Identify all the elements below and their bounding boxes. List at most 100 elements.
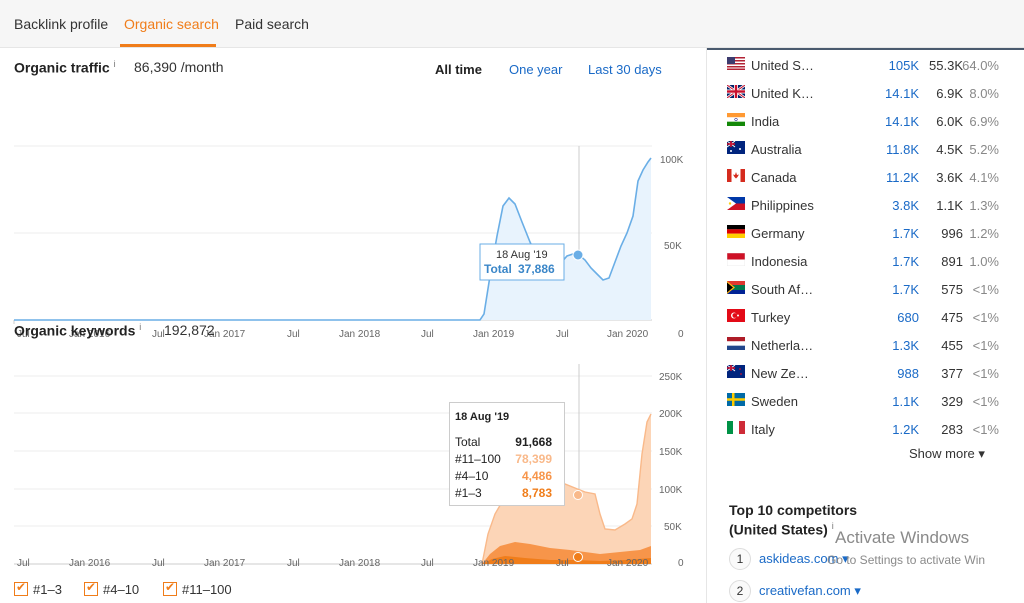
x-tick: Jan 2019 bbox=[473, 329, 515, 340]
country-name: Indonesia bbox=[751, 254, 808, 269]
tooltip-row-label: #11–100 bbox=[455, 452, 501, 466]
checkbox-top-1-3[interactable]: #1–3 bbox=[14, 580, 62, 597]
keywords-area-11-100 bbox=[14, 414, 651, 564]
flag-id-icon bbox=[727, 253, 745, 266]
range-last-30-days[interactable]: Last 30 days bbox=[588, 62, 662, 77]
tooltip-row-label: #1–3 bbox=[455, 486, 482, 500]
tooltip-row-value: 8,783 bbox=[521, 486, 552, 500]
country-traffic[interactable]: 988 bbox=[897, 366, 919, 381]
country-keywords: 55.3K bbox=[929, 58, 963, 73]
country-row[interactable]: United S… 105K 55.3K 64.0% bbox=[723, 50, 1013, 78]
country-traffic[interactable]: 14.1K bbox=[885, 86, 919, 101]
x-tick: Jan 2019 bbox=[473, 558, 515, 569]
country-keywords: 891 bbox=[941, 254, 963, 269]
country-traffic[interactable]: 680 bbox=[897, 310, 919, 325]
tooltip-date: 18 Aug '19 bbox=[496, 249, 548, 261]
flag-us-icon bbox=[727, 57, 745, 70]
country-row[interactable]: Germany 1.7K 996 1.2% bbox=[723, 218, 1013, 246]
keywords-y-ticks: 250K 200K 150K 100K 50K 0 bbox=[659, 372, 683, 533]
country-name: Italy bbox=[751, 422, 775, 437]
x-tick: Jul bbox=[421, 329, 434, 340]
tab-paid-search[interactable]: Paid search bbox=[235, 16, 309, 32]
country-traffic[interactable]: 14.1K bbox=[885, 114, 919, 129]
y-tick-100k: 100K bbox=[660, 155, 684, 166]
x-tick: Jan 2018 bbox=[339, 558, 381, 569]
keywords-tooltip: 18 Aug '19 Total 91,668 #11–100 78,399 #… bbox=[449, 402, 565, 506]
competitor-item[interactable]: 1 askideas.com ▾ bbox=[729, 548, 849, 570]
tab-organic-search[interactable]: Organic search bbox=[124, 16, 219, 32]
x-tick: Jan 2017 bbox=[204, 558, 246, 569]
checkbox-icon[interactable] bbox=[14, 580, 28, 596]
x-tick: Jan 2020 bbox=[607, 329, 649, 340]
y-tick-50k: 50K bbox=[664, 522, 682, 533]
tooltip-row-label: #4–10 bbox=[455, 469, 489, 483]
country-share: 1.3% bbox=[969, 198, 999, 213]
country-row[interactable]: United K… 14.1K 6.9K 8.0% bbox=[723, 78, 1013, 106]
y-tick-50k: 50K bbox=[664, 241, 682, 252]
country-traffic[interactable]: 105K bbox=[888, 58, 919, 73]
competitor-link[interactable]: creativefan.com ▾ bbox=[759, 583, 861, 598]
country-traffic[interactable]: 1.7K bbox=[892, 282, 919, 297]
country-keywords: 996 bbox=[941, 226, 963, 241]
country-row[interactable]: New Ze… 988 377 <1% bbox=[723, 358, 1013, 386]
country-traffic[interactable]: 1.7K bbox=[892, 254, 919, 269]
competitor-item[interactable]: 2 creativefan.com ▾ bbox=[729, 580, 861, 602]
country-share: <1% bbox=[972, 282, 999, 297]
flag-au-icon bbox=[727, 141, 745, 154]
country-share: 64.0% bbox=[962, 58, 999, 73]
info-icon[interactable]: i bbox=[831, 521, 834, 531]
checkbox-top-11-100[interactable]: #11–100 bbox=[163, 580, 232, 597]
info-icon[interactable]: i bbox=[139, 322, 142, 332]
country-row[interactable]: Italy 1.2K 283 <1% bbox=[723, 414, 1013, 442]
country-row[interactable]: Turkey 680 475 <1% bbox=[723, 302, 1013, 330]
country-traffic[interactable]: 11.2K bbox=[885, 170, 919, 185]
country-traffic[interactable]: 3.8K bbox=[892, 198, 919, 213]
country-row[interactable]: India 14.1K 6.0K 6.9% bbox=[723, 106, 1013, 134]
keywords-marker bbox=[573, 490, 583, 500]
country-traffic[interactable]: 1.7K bbox=[892, 226, 919, 241]
country-name: Australia bbox=[751, 142, 802, 157]
country-keywords: 575 bbox=[941, 282, 963, 297]
x-tick: Jan 2017 bbox=[204, 329, 246, 340]
country-name: South Af… bbox=[751, 282, 814, 297]
traffic-y-ticks: 100K 50K 0 bbox=[660, 155, 684, 340]
x-tick: Jan 2018 bbox=[339, 329, 381, 340]
country-row[interactable]: South Af… 1.7K 575 <1% bbox=[723, 274, 1013, 302]
flag-uk-icon bbox=[727, 85, 745, 98]
competitors-title-line2: (United States) bbox=[729, 521, 828, 538]
info-icon[interactable]: i bbox=[113, 59, 116, 69]
checkbox-top-4-10[interactable]: #4–10 bbox=[84, 580, 140, 597]
show-more-button[interactable]: Show more ▾ bbox=[909, 446, 985, 461]
flag-se-icon bbox=[727, 393, 745, 406]
panel-divider bbox=[707, 48, 1024, 50]
organic-traffic-chart: 100K 50K 0 Jul Jan 2016 Jul Jan 2017 Jul… bbox=[13, 145, 684, 340]
country-row[interactable]: Australia 11.8K 4.5K 5.2% bbox=[723, 134, 1013, 162]
country-row[interactable]: Netherla… 1.3K 455 <1% bbox=[723, 330, 1013, 358]
traffic-marker bbox=[572, 249, 584, 261]
country-share: <1% bbox=[972, 366, 999, 381]
tab-backlink-profile[interactable]: Backlink profile bbox=[14, 16, 109, 32]
competitors-title: Top 10 competitors (United States) i bbox=[729, 502, 857, 538]
checkbox-icon[interactable] bbox=[163, 580, 177, 596]
flag-nl-icon bbox=[727, 337, 745, 350]
country-row[interactable]: Philippines 3.8K 1.1K 1.3% bbox=[723, 190, 1013, 218]
tooltip-row-label: Total bbox=[455, 435, 481, 449]
range-one-year[interactable]: One year bbox=[509, 62, 563, 77]
organic-keywords-title: Organic keywords i bbox=[14, 322, 141, 339]
country-traffic[interactable]: 1.2K bbox=[892, 422, 919, 437]
country-keywords: 329 bbox=[941, 394, 963, 409]
country-keywords: 6.0K bbox=[936, 114, 963, 129]
country-traffic[interactable]: 11.8K bbox=[885, 142, 919, 157]
range-all-time[interactable]: All time bbox=[435, 62, 482, 77]
competitor-link[interactable]: askideas.com ▾ bbox=[759, 551, 849, 566]
keywords-area-4-10 bbox=[14, 542, 651, 564]
checkbox-icon[interactable] bbox=[84, 580, 98, 596]
country-share: 5.2% bbox=[969, 142, 999, 157]
checkbox-label: #4–10 bbox=[103, 582, 140, 597]
country-traffic[interactable]: 1.1K bbox=[892, 394, 919, 409]
keywords-area-1-3 bbox=[14, 556, 651, 564]
country-row[interactable]: Canada 11.2K 3.6K 4.1% bbox=[723, 162, 1013, 190]
country-traffic[interactable]: 1.3K bbox=[892, 338, 919, 353]
country-row[interactable]: Indonesia 1.7K 891 1.0% bbox=[723, 246, 1013, 274]
country-row[interactable]: Sweden 1.1K 329 <1% bbox=[723, 386, 1013, 414]
